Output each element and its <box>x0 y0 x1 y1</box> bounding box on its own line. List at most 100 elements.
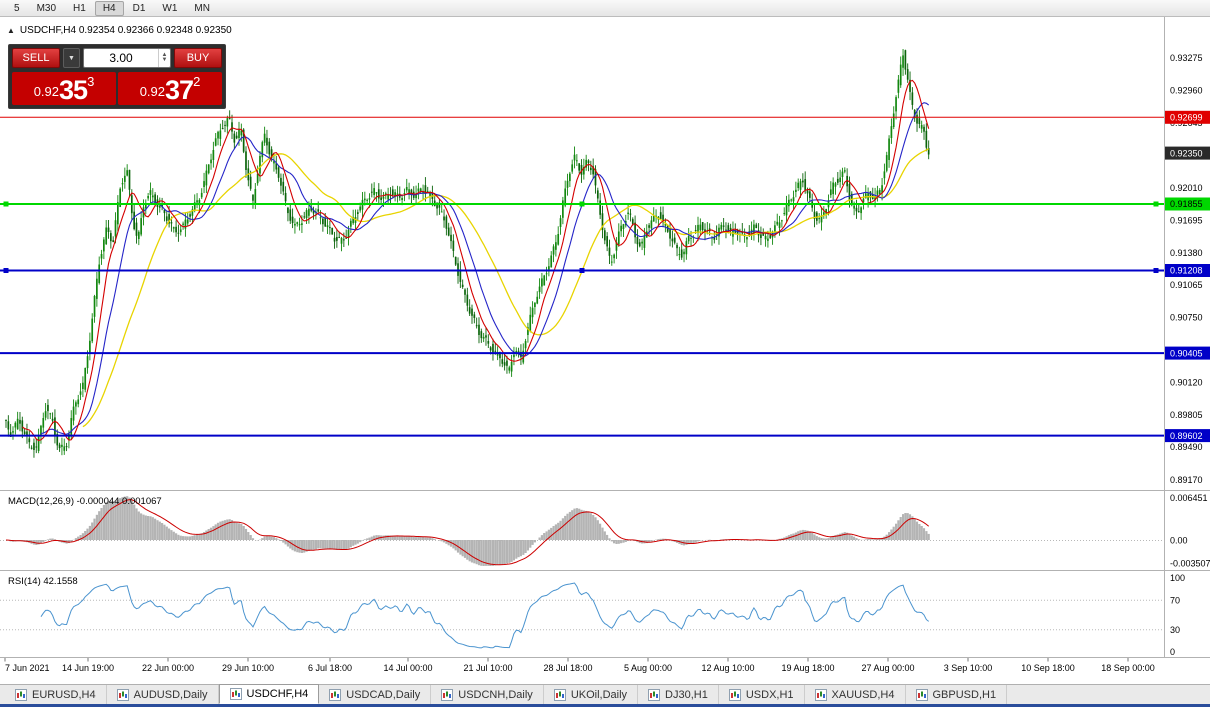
buy-button[interactable]: BUY <box>174 48 222 68</box>
time-axis-label: 21 Jul 10:00 <box>463 663 512 673</box>
rsi-axis-label: 70 <box>1170 596 1180 606</box>
chart-tab-label: USDCHF,H4 <box>246 688 309 700</box>
time-axis-label: 19 Aug 18:00 <box>781 663 834 673</box>
volume-input[interactable] <box>84 49 158 67</box>
price-badge <box>1165 429 1210 443</box>
chart-icon <box>329 688 342 701</box>
volume-stepper[interactable]: ▲ ▼ <box>158 49 170 67</box>
time-axis-label: 14 Jun 19:00 <box>62 663 114 673</box>
price-badge-label: 0.89602 <box>1170 431 1203 441</box>
sell-price-prefix: 0.92 <box>33 84 60 99</box>
sell-price-big: 35 <box>59 75 88 105</box>
macd-axis-label: -0.003507 <box>1170 559 1210 569</box>
ma-fast-red <box>21 79 930 442</box>
price-badge-label: 0.90405 <box>1170 348 1203 358</box>
time-axis-label: 28 Jul 18:00 <box>543 663 592 673</box>
time-axis-label: 29 Jun 10:00 <box>222 663 274 673</box>
macd-axis-label: 0.00 <box>1170 536 1188 546</box>
chart-icon <box>553 688 566 701</box>
spinner-up-icon: ▲ <box>161 52 168 58</box>
chart-canvas[interactable]: 0.932750.929600.926450.920100.916950.913… <box>0 17 1210 684</box>
time-axis-label: 14 Jul 00:00 <box>383 663 432 673</box>
price-axis-label: 0.90750 <box>1170 313 1203 323</box>
chart-icon <box>814 688 827 701</box>
price-badge-label: 0.92350 <box>1170 148 1203 158</box>
chart-tab-label: UKOil,Daily <box>570 688 628 701</box>
price-axis-label: 0.91065 <box>1170 280 1203 290</box>
time-axis-label: 18 Sep 00:00 <box>1101 663 1155 673</box>
volume-input-wrap: ▲ ▼ <box>83 48 171 68</box>
time-axis-label: 5 Aug 00:00 <box>624 663 672 673</box>
chart-tab-eurusd-h4[interactable]: EURUSD,H4 <box>5 685 107 704</box>
price-axis-label: 0.92960 <box>1170 85 1203 95</box>
chart-tab-label: DJ30,H1 <box>665 688 708 701</box>
sell-price-sup: 3 <box>87 74 95 89</box>
spinner-down-icon: ▼ <box>161 57 168 63</box>
trade-prices-row: 0.92 35 3 0.92 37 2 <box>12 72 222 105</box>
chart-tab-xauusd-h4[interactable]: XAUUSD,H4 <box>805 685 906 704</box>
line-handle[interactable] <box>1153 201 1159 207</box>
price-axis-label: 0.90120 <box>1170 377 1203 387</box>
chart-tabs-bar: EURUSD,H4 AUDUSD,Daily USDCHF,H4 USDCAD,Dai… <box>0 684 1210 704</box>
price-axis-label: 0.91380 <box>1170 248 1203 258</box>
price-badge <box>1165 146 1210 160</box>
trade-panel-toggle-icon[interactable]: ▲ <box>7 25 15 35</box>
time-axis-label: 12 Aug 10:00 <box>701 663 754 673</box>
buy-price-sup: 2 <box>193 74 201 89</box>
price-badge-label: 0.92699 <box>1170 112 1203 122</box>
chart-ohlc-label: ▲ USDCHF,H4 0.92354 0.92366 0.92348 0.92… <box>7 25 232 36</box>
ohlc-text: USDCHF,H4 0.92354 0.92366 0.92348 0.9235… <box>19 25 232 36</box>
buy-price-display[interactable]: 0.92 37 2 <box>118 72 222 105</box>
chart-tab-dj30-h1[interactable]: DJ30,H1 <box>638 685 719 704</box>
chart-tab-audusd-daily[interactable]: AUDUSD,Daily <box>107 685 219 704</box>
timeframe-button-mn[interactable]: MN <box>194 2 210 14</box>
timeframe-button-w1[interactable]: W1 <box>162 2 178 14</box>
price-axis-label: 0.89805 <box>1170 410 1203 420</box>
line-handle[interactable] <box>3 268 9 273</box>
timeframe-button-d1[interactable]: D1 <box>132 2 146 14</box>
candlesticks <box>5 49 930 458</box>
price-axis-label: 0.92010 <box>1170 183 1203 193</box>
time-axis-label: 6 Jul 18:00 <box>308 663 352 673</box>
price-badge-label: 0.91855 <box>1170 199 1203 209</box>
price-axis-label: 0.89170 <box>1170 475 1203 485</box>
macd-axis-label: 0.006451 <box>1170 493 1208 503</box>
buy-price-prefix: 0.92 <box>139 84 166 99</box>
timeframe-button-h1[interactable]: H1 <box>73 2 86 14</box>
line-handle[interactable] <box>579 201 585 207</box>
timeframe-toolbar: 5 M30 H1 H4 D1 W1 MN <box>0 0 1210 17</box>
chart-tab-usdx-h1[interactable]: USDX,H1 <box>719 685 805 704</box>
rsi-axis-label: 30 <box>1170 625 1180 635</box>
chart-tab-gbpusd-h1[interactable]: GBPUSD,H1 <box>906 685 1008 704</box>
rsi-axis-label: 0 <box>1170 647 1175 657</box>
chart-tab-ukoil-daily[interactable]: UKOil,Daily <box>544 685 639 704</box>
time-axis-label: 10 Sep 18:00 <box>1021 663 1075 673</box>
chart-icon <box>116 688 129 701</box>
price-badge <box>1165 197 1210 211</box>
price-badge <box>1165 264 1210 277</box>
chart-tab-usdcad-daily[interactable]: USDCAD,Daily <box>319 685 432 704</box>
price-badge-label: 0.91208 <box>1170 266 1203 276</box>
line-handle[interactable] <box>1153 268 1159 273</box>
chart-icon <box>15 688 27 701</box>
sell-button[interactable]: SELL <box>12 48 60 68</box>
chart-tab-label: EURUSD,H4 <box>32 688 96 701</box>
timeframe-button-m30[interactable]: M30 <box>36 2 57 14</box>
timeframe-button-5[interactable]: 5 <box>14 2 20 14</box>
timeframe-button-h4[interactable]: H4 <box>94 0 124 16</box>
volume-dropdown-button[interactable]: ▼ <box>63 48 80 68</box>
chart-icon <box>915 688 928 701</box>
chart-tab-label: USDCNH,Daily <box>458 688 533 701</box>
chart-tab-usdchf-h4[interactable]: USDCHF,H4 <box>218 684 320 704</box>
sell-price-display[interactable]: 0.92 35 3 <box>12 72 116 105</box>
chart-icon <box>648 688 661 701</box>
line-handle[interactable] <box>3 201 9 207</box>
chart-tab-label: AUDUSD,Daily <box>133 688 208 701</box>
chart-tab-usdcnh-daily[interactable]: USDCNH,Daily <box>431 685 544 704</box>
chart-icon <box>441 688 454 701</box>
chart-icon <box>728 688 741 701</box>
line-handle[interactable] <box>579 268 585 273</box>
price-axis-label: 0.91695 <box>1170 215 1203 225</box>
time-axis-label: 27 Aug 00:00 <box>861 663 914 673</box>
